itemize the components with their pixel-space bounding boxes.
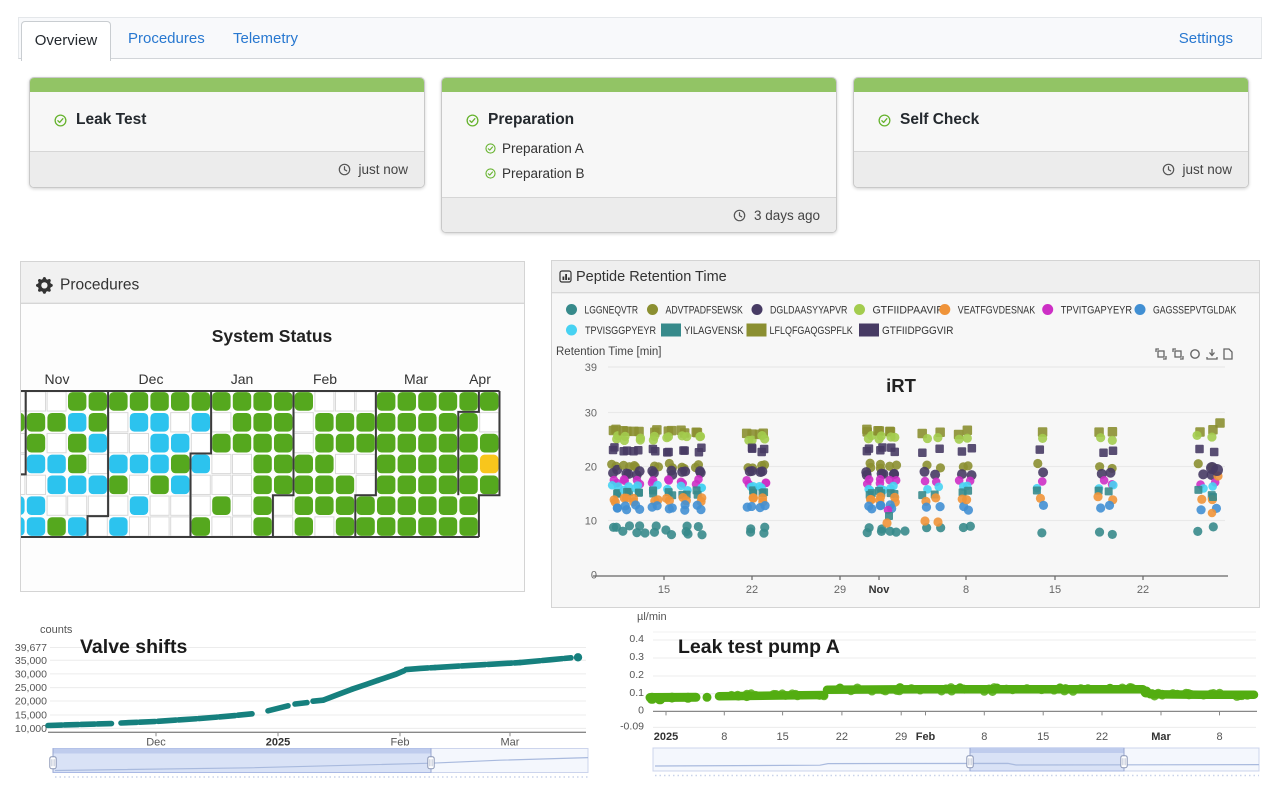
- svg-text:15: 15: [1037, 731, 1049, 743]
- svg-text:LFLQFGAQGSPFLK: LFLQFGAQGSPFLK: [770, 325, 854, 337]
- svg-text:Mar: Mar: [404, 371, 428, 387]
- svg-text:39,677: 39,677: [15, 642, 47, 654]
- svg-text:TPVISGGPYEYR: TPVISGGPYEYR: [585, 325, 656, 337]
- svg-text:Peptide Retention Time: Peptide Retention Time: [576, 269, 727, 285]
- svg-text:Mar: Mar: [1151, 731, 1171, 743]
- svg-text:VEATFGVDESNAK: VEATFGVDESNAK: [958, 305, 1036, 317]
- svg-text:Feb: Feb: [313, 371, 337, 387]
- svg-text:22: 22: [746, 584, 758, 596]
- svg-text:0.4: 0.4: [629, 633, 644, 645]
- svg-text:-0.09: -0.09: [620, 720, 644, 732]
- svg-text:10: 10: [585, 516, 597, 528]
- svg-text:22: 22: [1096, 731, 1108, 743]
- svg-text:0.2: 0.2: [629, 669, 644, 681]
- svg-text:DGLDAASYYAPVR: DGLDAASYYAPVR: [770, 305, 847, 317]
- svg-text:35,000: 35,000: [15, 655, 47, 667]
- svg-text:Nov: Nov: [869, 584, 891, 596]
- svg-text:counts: counts: [40, 624, 73, 636]
- svg-text:30: 30: [585, 408, 597, 420]
- svg-text:TPVITGAPYEYR: TPVITGAPYEYR: [1061, 305, 1132, 317]
- svg-text:8: 8: [963, 584, 969, 596]
- svg-text:µl/min: µl/min: [637, 611, 667, 623]
- svg-text:Procedures: Procedures: [60, 277, 140, 294]
- svg-text:30,000: 30,000: [15, 668, 47, 680]
- svg-text:Retention Time [min]: Retention Time [min]: [556, 346, 661, 358]
- svg-text:15: 15: [658, 584, 670, 596]
- svg-text:25,000: 25,000: [15, 682, 47, 694]
- svg-text:Feb: Feb: [391, 737, 410, 749]
- svg-text:22: 22: [836, 731, 848, 743]
- svg-text:GTFIIDPGGVIR: GTFIIDPGGVIR: [882, 325, 953, 337]
- svg-text:ADVTPADFSEWSK: ADVTPADFSEWSK: [666, 305, 744, 317]
- svg-text:Jan: Jan: [231, 371, 254, 387]
- svg-text:15: 15: [1049, 584, 1061, 596]
- svg-text:2025: 2025: [654, 731, 678, 743]
- svg-text:GAGSSEPVTGLDAK: GAGSSEPVTGLDAK: [1153, 305, 1237, 317]
- svg-text:Leak test pump A: Leak test pump A: [678, 636, 840, 658]
- svg-text:2025: 2025: [266, 737, 290, 749]
- svg-text:10,000: 10,000: [15, 723, 47, 735]
- svg-text:20,000: 20,000: [15, 696, 47, 708]
- svg-text:Mar: Mar: [501, 737, 520, 749]
- svg-text:29: 29: [834, 584, 846, 596]
- svg-text:0: 0: [638, 704, 644, 716]
- svg-text:0.1: 0.1: [629, 687, 644, 699]
- svg-text:Dec: Dec: [139, 371, 164, 387]
- svg-text:39: 39: [585, 362, 597, 374]
- svg-text:15,000: 15,000: [15, 710, 47, 722]
- svg-text:YILAGVENSK: YILAGVENSK: [684, 325, 744, 337]
- svg-text:LGGNEQVTR: LGGNEQVTR: [585, 305, 639, 317]
- svg-text:8: 8: [981, 731, 987, 743]
- svg-text:Dec: Dec: [146, 737, 166, 749]
- svg-text:29: 29: [895, 731, 907, 743]
- svg-text:Valve shifts: Valve shifts: [80, 636, 187, 658]
- svg-text:8: 8: [721, 731, 727, 743]
- svg-text:Feb: Feb: [916, 731, 936, 743]
- svg-text:15: 15: [776, 731, 788, 743]
- svg-text:8: 8: [1216, 731, 1222, 743]
- svg-text:0.3: 0.3: [629, 651, 644, 663]
- svg-text:System Status: System Status: [212, 326, 333, 346]
- svg-text:20: 20: [585, 462, 597, 474]
- svg-text:Nov: Nov: [45, 371, 70, 387]
- svg-text:iRT: iRT: [886, 375, 917, 396]
- svg-text:Apr: Apr: [469, 371, 491, 387]
- svg-text:22: 22: [1137, 584, 1149, 596]
- svg-text:GTFIIDPAAVIR: GTFIIDPAAVIR: [873, 305, 944, 317]
